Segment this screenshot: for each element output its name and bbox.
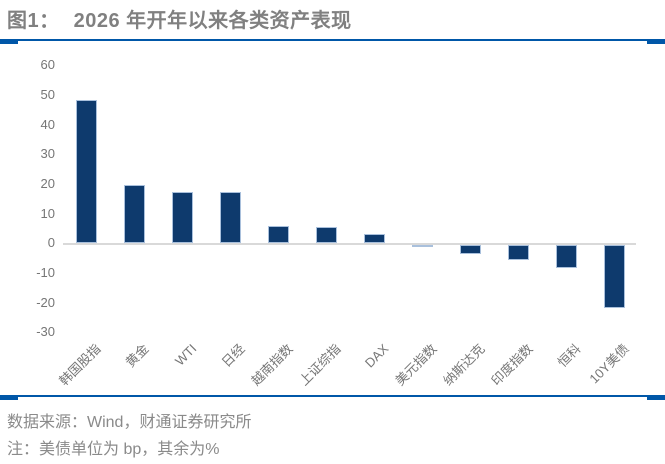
- title-divider-line: [0, 39, 665, 44]
- chart-bar: [315, 226, 337, 244]
- data-source-text: 数据来源：Wind，财通证券研究所: [7, 414, 252, 431]
- x-axis-category-label: 印度指数: [488, 341, 536, 389]
- x-axis-category-label: 纳斯达克: [440, 341, 488, 389]
- figure-title-text: 2026 年开年以来各类资产表现: [73, 10, 352, 32]
- x-axis-category-label: 恒科: [554, 341, 584, 371]
- y-axis-tick-label: 50: [40, 86, 55, 102]
- y-axis-tick-label: 20: [40, 175, 55, 191]
- x-axis-category-label: WTI: [172, 341, 200, 369]
- bottom-divider-line: [0, 395, 665, 400]
- bar-chart: 60 50 40 30 20 10 0 -10 -20 -30 韩国股指 黄金 WTI 日经 越南指数 上证综…: [36, 57, 636, 389]
- chart-bar: [267, 226, 289, 244]
- y-axis-tick-label: -30: [36, 324, 55, 340]
- x-axis-category-label: DAX: [362, 341, 392, 371]
- chart-bar: [75, 99, 97, 244]
- y-axis-tick-label: 10: [40, 205, 55, 221]
- divider-thin-line: [0, 395, 665, 397]
- chart-bar: [363, 233, 385, 244]
- divider-thin-line: [0, 39, 665, 41]
- y-axis-tick-label: 30: [40, 146, 55, 162]
- chart-bar: [507, 245, 529, 261]
- zero-axis-line: [63, 243, 636, 246]
- x-axis-category-label: 韩国股指: [56, 341, 104, 389]
- x-axis-category-label: 日经: [218, 341, 248, 371]
- x-axis-category-label: 黄金: [122, 341, 152, 371]
- divider-right-cap: [647, 39, 665, 44]
- chart-bar: [171, 191, 193, 244]
- chart-bar: [603, 245, 625, 309]
- divider-left-cap: [0, 39, 18, 44]
- x-axis-category-label: 上证综指: [296, 341, 344, 389]
- x-axis-category-label: 10Y美债: [586, 341, 632, 387]
- divider-left-cap: [0, 395, 18, 400]
- x-axis-category-label: 美元指数: [392, 341, 440, 389]
- chart-bar: [411, 245, 433, 248]
- y-axis-tick-label: 40: [40, 116, 55, 132]
- x-axis-category-label: 越南指数: [248, 341, 296, 389]
- chart-bar: [459, 245, 481, 255]
- divider-right-cap: [647, 395, 665, 400]
- figure-title: 图1： 2026 年开年以来各类资产表现: [7, 4, 352, 33]
- chart-bar: [123, 184, 145, 244]
- chart-bar: [219, 191, 241, 244]
- y-axis-tick-label: -10: [36, 264, 55, 280]
- chart-bar: [555, 245, 577, 268]
- y-axis-tick-label: -20: [36, 294, 55, 310]
- y-axis-tick-label: 0: [47, 235, 55, 251]
- figure-label: 图1：: [7, 10, 60, 32]
- footnote-text: 注：美债单位为 bp，其余为%: [7, 441, 220, 458]
- y-axis-tick-label: 60: [40, 57, 55, 73]
